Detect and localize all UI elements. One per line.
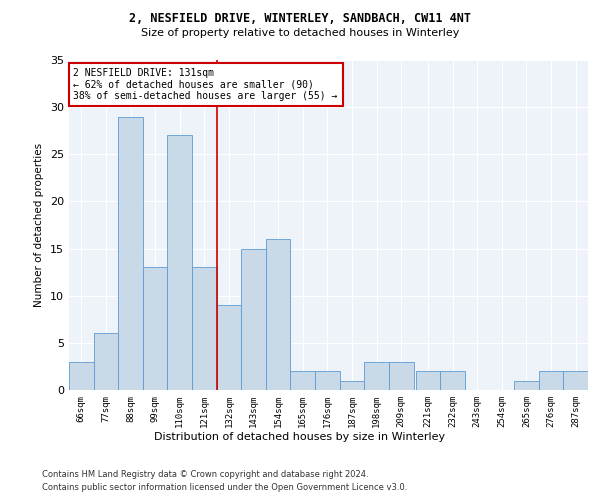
Bar	[389, 362, 413, 390]
Bar	[118, 116, 143, 390]
Text: Distribution of detached houses by size in Winterley: Distribution of detached houses by size …	[154, 432, 446, 442]
Bar	[315, 371, 340, 390]
Bar	[217, 305, 241, 390]
Bar	[340, 380, 364, 390]
Bar	[143, 268, 167, 390]
Text: Contains public sector information licensed under the Open Government Licence v3: Contains public sector information licen…	[42, 482, 407, 492]
Bar	[241, 248, 266, 390]
Bar	[266, 239, 290, 390]
Bar	[364, 362, 389, 390]
Bar	[167, 136, 192, 390]
Bar	[514, 380, 539, 390]
Bar	[416, 371, 440, 390]
Bar	[440, 371, 465, 390]
Text: Size of property relative to detached houses in Winterley: Size of property relative to detached ho…	[141, 28, 459, 38]
Y-axis label: Number of detached properties: Number of detached properties	[34, 143, 44, 307]
Bar	[563, 371, 588, 390]
Text: 2 NESFIELD DRIVE: 131sqm
← 62% of detached houses are smaller (90)
38% of semi-d: 2 NESFIELD DRIVE: 131sqm ← 62% of detach…	[73, 68, 338, 100]
Bar	[94, 334, 118, 390]
Bar	[539, 371, 563, 390]
Bar	[69, 362, 94, 390]
Text: Contains HM Land Registry data © Crown copyright and database right 2024.: Contains HM Land Registry data © Crown c…	[42, 470, 368, 479]
Bar	[192, 268, 217, 390]
Text: 2, NESFIELD DRIVE, WINTERLEY, SANDBACH, CW11 4NT: 2, NESFIELD DRIVE, WINTERLEY, SANDBACH, …	[129, 12, 471, 26]
Bar	[290, 371, 315, 390]
